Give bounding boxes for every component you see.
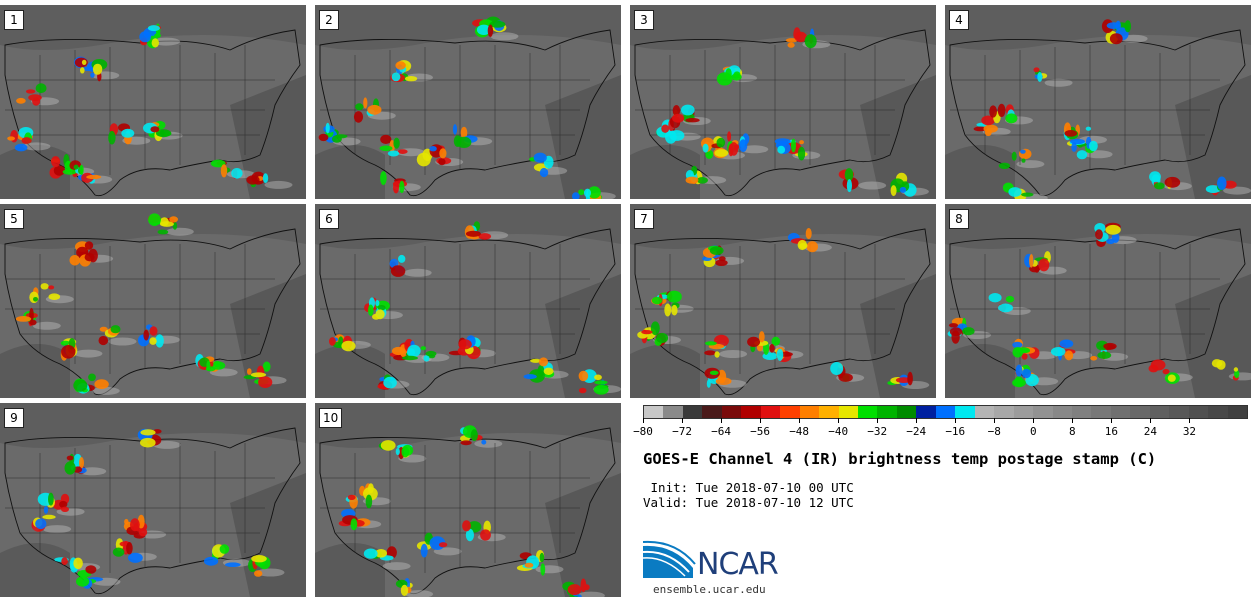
colorbar-segment — [644, 406, 664, 418]
colorbar-segment — [974, 406, 995, 418]
map-panel-7: 7 — [630, 204, 936, 398]
colorbar-segment — [1033, 406, 1053, 418]
panel-number: 8 — [949, 209, 969, 229]
figure-title: GOES-E Channel 4 (IR) brightness temp po… — [643, 450, 1157, 468]
colorbar-tick-label: −8 — [987, 425, 1001, 438]
ir-map-icon — [315, 403, 621, 597]
map-panel-2: 2 — [315, 5, 621, 199]
panel-number: 2 — [319, 10, 339, 30]
colorbar-tick-label: −32 — [867, 425, 888, 438]
colorbar-tick-mark — [1111, 418, 1113, 423]
website-url: ensemble.ucar.edu — [653, 583, 766, 596]
colorbar-segment — [1149, 406, 1170, 418]
colorbar-tick-mark — [1150, 418, 1152, 423]
map-panel-3: 3 — [630, 5, 936, 199]
map-panel-6: 6 — [315, 204, 621, 398]
ir-map-icon — [315, 204, 621, 398]
colorbar-tick-label: −24 — [906, 425, 927, 438]
colorbar-tick-mark — [643, 418, 644, 423]
colorbar-segment — [799, 406, 820, 418]
colorbar-segment — [896, 406, 917, 418]
colorbar-tick-label: −48 — [789, 425, 810, 438]
colorbar-tick-mark — [760, 418, 762, 423]
colorbar-segment — [935, 406, 956, 418]
colorbar-segment — [1130, 406, 1150, 418]
map-panel-10: 10 — [315, 403, 621, 597]
colorbar-tick-mark — [1072, 418, 1074, 423]
ir-map-icon — [0, 5, 306, 199]
colorbar-segment — [721, 406, 742, 418]
colorbar — [643, 405, 1248, 419]
colorbar-segment — [682, 406, 703, 418]
panel-number: 5 — [4, 209, 24, 229]
ir-map-icon — [630, 204, 936, 398]
colorbar-segment — [1052, 406, 1072, 418]
ir-map-icon — [945, 5, 1251, 199]
valid-time: Valid: Tue 2018-07-10 12 UTC — [643, 495, 854, 510]
panel-number: 7 — [634, 209, 654, 229]
colorbar-segment — [857, 406, 878, 418]
colorbar-segment — [760, 406, 781, 418]
panel-number: 4 — [949, 10, 969, 30]
colorbar-tick-label: 16 — [1104, 425, 1118, 438]
colorbar-segment — [1208, 406, 1228, 418]
colorbar-tick-mark — [799, 418, 801, 423]
colorbar-tick-label: 32 — [1182, 425, 1197, 438]
colorbar-tick-mark — [916, 418, 918, 423]
colorbar-segment — [1110, 406, 1131, 418]
map-panel-8: 8 — [945, 204, 1251, 398]
panel-number: 3 — [634, 10, 654, 30]
colorbar-segment — [1188, 406, 1209, 418]
panel-number: 10 — [319, 408, 343, 428]
panel-number: 9 — [4, 408, 24, 428]
map-panel-5: 5 — [0, 204, 306, 398]
colorbar-tick-label: −56 — [750, 425, 771, 438]
logo-text: NCAR — [697, 547, 779, 582]
map-panel-4: 4 — [945, 5, 1251, 199]
colorbar-segment — [877, 406, 897, 418]
colorbar-tick-mark — [721, 418, 723, 423]
colorbar-tick-label: 8 — [1069, 425, 1076, 438]
colorbar-segment — [955, 406, 975, 418]
colorbar-tick-label: −64 — [711, 425, 731, 438]
colorbar-segment — [1071, 406, 1092, 418]
colorbar-segment — [994, 406, 1014, 418]
colorbar-segment — [741, 406, 761, 418]
ir-map-icon — [630, 5, 936, 199]
colorbar-tick-mark — [994, 418, 996, 423]
colorbar-tick-mark — [682, 418, 684, 423]
colorbar-tick-label: 0 — [1030, 425, 1037, 438]
colorbar-ticks: −80 −72 −64 −56 −48 −40 −32 −24 −16 −8 0 8 16 24 32 — [633, 418, 1248, 444]
ir-map-icon — [0, 204, 306, 398]
colorbar-segment — [780, 406, 800, 418]
colorbar-tick-label: −80 — [633, 425, 653, 438]
colorbar-segment — [916, 406, 936, 418]
ir-map-icon — [945, 204, 1251, 398]
map-panel-9: 9 — [0, 403, 306, 597]
map-panel-1: 1 — [0, 5, 306, 199]
ir-map-icon — [315, 5, 621, 199]
panel-number: 6 — [319, 209, 339, 229]
colorbar-segment — [819, 406, 839, 418]
colorbar-tick-label: −40 — [828, 425, 849, 438]
panel-number: 1 — [4, 10, 24, 30]
init-time: Init: Tue 2018-07-10 00 UTC — [643, 480, 854, 495]
colorbar-tick-label: 24 — [1143, 425, 1158, 438]
colorbar-segment — [1091, 406, 1111, 418]
ncar-logo-icon — [643, 540, 696, 578]
colorbar-segment — [1169, 406, 1189, 418]
colorbar-tick-mark — [1189, 418, 1191, 423]
colorbar-segment — [1013, 406, 1034, 418]
ir-map-icon — [0, 403, 306, 597]
colorbar-tick-label: −16 — [945, 425, 966, 438]
colorbar-segment — [702, 406, 722, 418]
colorbar-tick-mark — [838, 418, 840, 423]
colorbar-tick-mark — [1033, 418, 1035, 423]
colorbar-tick-mark — [955, 418, 957, 423]
colorbar-segment — [1227, 406, 1248, 418]
colorbar-segment — [663, 406, 683, 418]
colorbar-tick-mark — [877, 418, 879, 423]
colorbar-segment — [838, 406, 858, 418]
colorbar-tick-label: −72 — [672, 425, 692, 438]
